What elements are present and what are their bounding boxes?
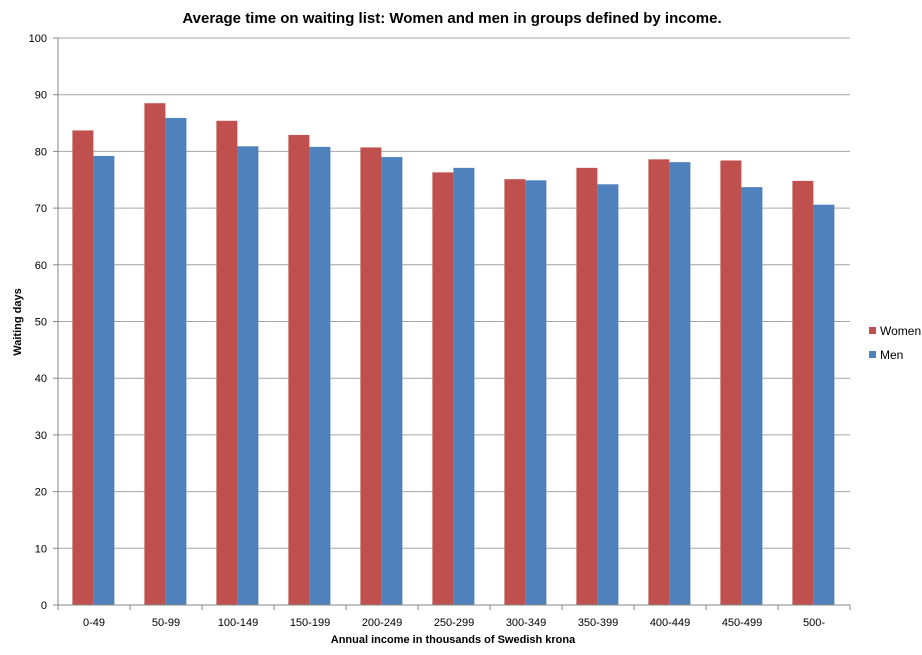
- bar-men-100-149: [237, 146, 259, 605]
- bar-men-200-249: [381, 157, 403, 605]
- bar-women-400-449: [648, 159, 670, 605]
- bar-women-450-499: [720, 160, 742, 606]
- y-tick-label: 90: [35, 90, 47, 102]
- bar-men-350-399: [597, 184, 619, 605]
- bar-women-50-99: [144, 103, 166, 605]
- x-tick-label: 150-199: [290, 617, 330, 629]
- x-tick-label: 400-449: [650, 617, 690, 629]
- y-tick-label: 100: [29, 33, 47, 45]
- bar-women-500-: [792, 180, 814, 605]
- x-tick-label: 500-: [803, 617, 825, 629]
- legend-swatch-men: [869, 351, 876, 358]
- legend: Women Men: [869, 324, 921, 362]
- x-tick-label: 200-249: [362, 617, 402, 629]
- y-tick-label: 80: [35, 146, 47, 158]
- chart-title: Average time on waiting list: Women and …: [182, 10, 721, 27]
- bar-men-0-49: [93, 155, 115, 605]
- x-tick-label: 100-149: [218, 617, 258, 629]
- x-tick-label: 0-49: [83, 617, 105, 629]
- y-axis-label: Waiting days: [12, 288, 24, 355]
- bar-men-300-349: [525, 180, 547, 605]
- bar-men-500-: [813, 204, 835, 605]
- x-tick-label: 300-349: [506, 617, 546, 629]
- y-tick-label: 70: [35, 203, 47, 215]
- y-tick-label: 50: [35, 317, 47, 329]
- y-tick-label: 0: [41, 600, 47, 612]
- bar-men-450-499: [741, 187, 763, 605]
- legend-label-men: Men: [880, 348, 903, 362]
- bars: [72, 103, 835, 606]
- y-tick-label: 10: [35, 543, 47, 555]
- x-axis-label: Annual income in thousands of Swedish kr…: [331, 634, 576, 646]
- x-tick-labels: 0-49 50-99 100-149 150-199 200-249 250-299 300…: [83, 617, 825, 629]
- y-tick-label: 60: [35, 260, 47, 272]
- axes: [53, 37, 851, 610]
- bar-women-300-349: [504, 179, 526, 606]
- y-tick-label: 40: [35, 373, 47, 385]
- bar-men-250-299: [453, 167, 475, 605]
- legend-swatch-women: [869, 327, 876, 334]
- bar-women-350-399: [576, 167, 598, 605]
- bar-women-0-49: [72, 130, 94, 605]
- x-tick-label: 450-499: [722, 617, 762, 629]
- bar-men-150-199: [309, 146, 331, 605]
- bar-men-50-99: [165, 117, 187, 606]
- bar-women-200-249: [360, 147, 382, 605]
- bar-women-250-299: [432, 172, 454, 605]
- bar-women-150-199: [288, 134, 310, 605]
- x-tick-label: 50-99: [152, 617, 180, 629]
- y-tick-labels: 0 10 20 30 40 50 60 70 80 90 100: [29, 33, 47, 612]
- bar-women-100-149: [216, 120, 238, 606]
- legend-label-women: Women: [880, 324, 921, 338]
- x-tick-label: 250-299: [434, 617, 474, 629]
- y-tick-label: 20: [35, 487, 47, 499]
- bar-men-400-449: [669, 162, 691, 605]
- x-tick-label: 350-399: [578, 617, 618, 629]
- y-tick-label: 30: [35, 430, 47, 442]
